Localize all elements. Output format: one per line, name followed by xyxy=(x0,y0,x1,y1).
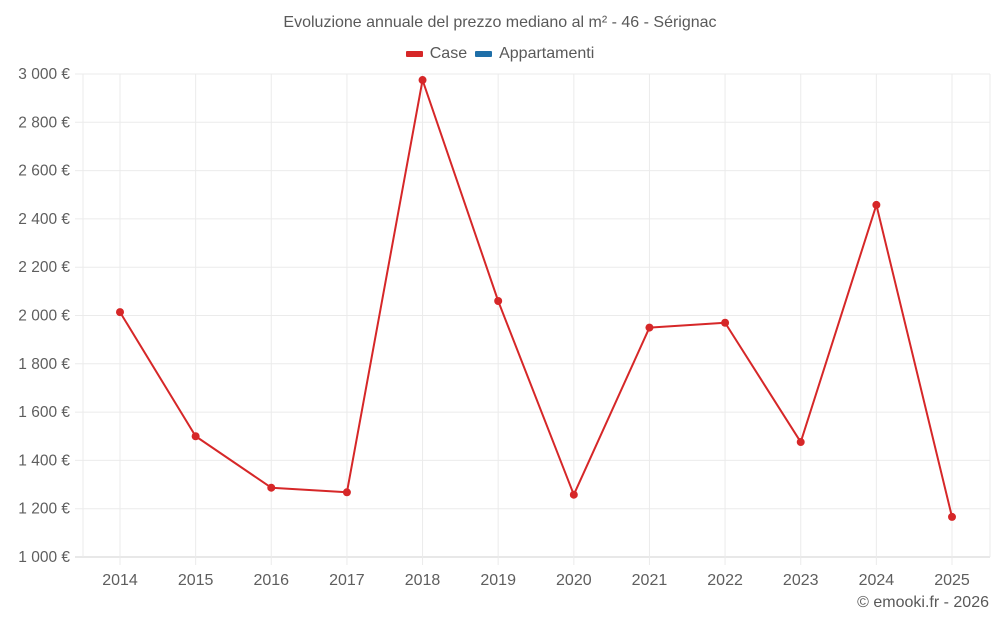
data-point[interactable] xyxy=(494,297,503,306)
y-tick-label: 1 400 € xyxy=(18,452,70,469)
y-axis: 1 000 € 1 200 € 1 400 € 1 600 € 1 800 € 2 000… xyxy=(18,66,70,566)
data-point[interactable] xyxy=(191,432,200,441)
data-point[interactable] xyxy=(267,483,276,492)
x-tick-label: 2019 xyxy=(480,572,516,589)
data-point[interactable] xyxy=(569,490,578,499)
y-tick-label: 2 800 € xyxy=(18,114,70,131)
x-axis: 2014 2015 2016 2017 2018 2019 2020 2021 2022 2023… xyxy=(102,572,970,589)
x-tick-label: 2018 xyxy=(405,572,441,589)
data-point[interactable] xyxy=(116,308,124,317)
chart-title: Evoluzione annuale del prezzo mediano al… xyxy=(283,14,717,31)
series-case xyxy=(116,76,956,521)
y-tick-label: 1 200 € xyxy=(18,501,70,518)
x-tick-label: 2023 xyxy=(783,572,819,589)
x-tick-label: 2017 xyxy=(329,572,365,589)
legend-swatch-case xyxy=(405,51,423,57)
data-point[interactable] xyxy=(721,318,730,327)
legend: Case Appartamenti xyxy=(0,45,1000,63)
x-tick-label: 2014 xyxy=(102,572,138,589)
legend-label-appartamenti: Appartamenti xyxy=(499,45,595,62)
data-point[interactable] xyxy=(418,76,427,85)
data-point[interactable] xyxy=(796,438,805,447)
data-point[interactable] xyxy=(948,512,956,521)
data-point[interactable] xyxy=(872,200,881,209)
legend-item-appartamenti[interactable]: Appartamenti xyxy=(475,45,594,63)
x-tick-label: 2022 xyxy=(707,572,743,589)
x-tick-label: 2015 xyxy=(178,572,214,589)
y-tick-label: 1 800 € xyxy=(18,356,70,373)
y-tick-label: 1 600 € xyxy=(18,404,70,421)
x-tick-label: 2025 xyxy=(934,572,970,589)
grid-lines xyxy=(75,73,991,565)
legend-label-case: Case xyxy=(429,45,468,62)
y-tick-label: 2 400 € xyxy=(18,211,70,228)
y-tick-label: 3 000 € xyxy=(18,66,70,83)
x-tick-label: 2016 xyxy=(253,572,289,589)
legend-item-case[interactable]: Case xyxy=(405,45,468,63)
y-tick-label: 2 600 € xyxy=(18,163,70,180)
x-tick-label: 2020 xyxy=(556,572,592,589)
x-tick-label: 2021 xyxy=(632,572,668,589)
x-tick-label: 2024 xyxy=(859,572,895,589)
credit-text: © emooki.fr - 2026 xyxy=(857,594,989,611)
legend-swatch-appartamenti xyxy=(475,51,493,57)
y-tick-label: 2 000 € xyxy=(18,308,70,325)
y-tick-label: 2 200 € xyxy=(18,259,70,276)
data-point[interactable] xyxy=(645,323,654,332)
y-tick-label: 1 000 € xyxy=(18,549,70,566)
data-point[interactable] xyxy=(342,488,351,497)
